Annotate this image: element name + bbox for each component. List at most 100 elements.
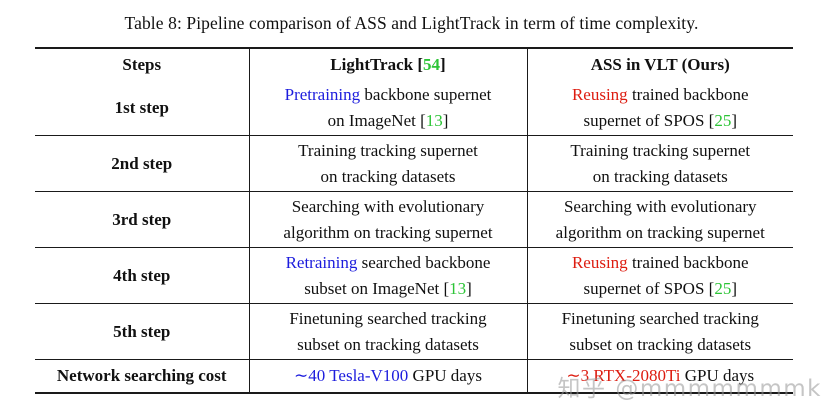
text-segment: GPU days [680,366,755,385]
cell-line: Pretraining backbone supernet [254,82,523,108]
cell-line: subset on tracking datasets [254,332,523,358]
green-text-segment: 25 [714,278,732,298]
header-cell-2: ASS in VLT (Ours) [526,48,793,80]
cell-line: algorithm on tracking supernet [254,220,523,246]
step-cell: 3rd step [35,191,249,248]
table-row: 1st step Pretraining backbone supernet on … [35,80,793,136]
header-cell-1: LightTrack [54] [248,48,527,80]
text-segment: supernet of SPOS [ [583,110,715,130]
blue-text-segment: Retraining [285,252,358,272]
table-row: Network searching cost ∼40 Tesla-V100 GPU… [35,359,793,393]
text-segment: trained backbone [627,84,749,104]
table-row: 3rd step Searching with evolutionary algor… [35,191,793,248]
blue-text-segment: ∼40 Tesla-V100 [294,366,409,385]
green-text-segment: 54 [423,54,441,74]
ass-vlt-cell: Reusing trained backbone supernet of SPOS… [526,80,793,136]
text-segment: ] [442,110,449,130]
step-cell: 1st step [35,80,249,136]
table-caption: Table 8: Pipeline comparison of ASS and … [124,13,699,33]
text-segment: subset on ImageNet [ [304,278,450,298]
text-segment: ] [440,54,446,74]
lighttrack-cell: ∼40 Tesla-V100 GPU days [248,359,527,393]
cell-line: Finetuning searched tracking [254,306,523,332]
text-segment: ] [731,278,737,298]
text-segment: (Ours) [677,54,730,74]
text-segment: Searching with evolutionary [563,196,757,216]
zhihu-watermark: 知乎 @mmmmmmmk [557,376,822,402]
step-cell: 5th step [35,303,249,360]
text-segment: algorithm on tracking supernet [283,222,493,242]
text-segment: on ImageNet [ [327,110,426,130]
cell-line: Searching with evolutionary [254,194,523,220]
text-segment: Finetuning searched tracking [289,308,487,328]
ass-vlt-cell: Finetuning searched tracking subset on tr… [526,303,793,360]
cell-line: Retraining searched backbone [254,250,523,276]
red-text-segment: Reusing [571,84,628,104]
ass-vlt-cell: Training tracking supernet on tracking da… [526,135,793,192]
text-segment: subset on tracking datasets [297,334,479,354]
cell-line: Training tracking supernet [254,138,523,164]
cell-line: ∼3 RTX-2080Ti GPU days [532,363,790,389]
comparison-table: Steps LightTrack [54] ASS in VLT (Ours) 1s… [35,47,793,394]
text-segment: supernet of SPOS [ [583,278,715,298]
text-segment: searched backbone [357,252,491,272]
cell-line: subset on tracking datasets [532,332,790,358]
text-segment: ] [731,110,737,130]
green-text-segment: 13 [449,278,467,298]
text-segment: on tracking datasets [592,166,728,186]
cell-line: Reusing trained backbone [532,250,790,276]
text-segment: Training tracking supernet [298,140,478,160]
text-segment: algorithm on tracking supernet [555,222,765,242]
text-segment: Finetuning searched tracking [561,308,759,328]
lighttrack-cell: Finetuning searched tracking subset on tr… [248,303,527,360]
cell-line: LightTrack [54] [254,52,523,78]
table-body: 1st step Pretraining backbone supernet on … [35,80,793,393]
cell-line: ∼40 Tesla-V100 GPU days [254,363,523,389]
table-row: 4th step Retraining searched backbone subs… [35,247,793,304]
text-segment: on tracking datasets [320,166,456,186]
lighttrack-cell: Retraining searched backbone subset on Im… [248,247,527,304]
cell-line: on tracking datasets [532,164,790,190]
cell-line: Finetuning searched tracking [532,306,790,332]
cell-line: supernet of SPOS [25] [532,108,790,134]
table-row: 2nd step Training tracking supernet on tra… [35,135,793,192]
ass-vlt-cell: Reusing trained backbone supernet of SPOS… [526,247,793,304]
cell-line: subset on ImageNet [13] [254,276,523,302]
cell-line: ASS in VLT (Ours) [532,52,790,78]
text-segment: Training tracking supernet [570,140,751,160]
text-segment: Searching with evolutionary [291,196,485,216]
green-text-segment: 13 [425,110,443,130]
blue-text-segment: Pretraining [284,84,361,104]
lighttrack-cell: Searching with evolutionary algorithm on … [248,191,527,248]
step-cell: 4th step [35,247,249,304]
cell-line: algorithm on tracking supernet [532,220,790,246]
table-row: 5th step Finetuning searched tracking subs… [35,303,793,360]
cell-line: supernet of SPOS [25] [532,276,790,302]
red-text-segment: ∼3 RTX-2080Ti [566,366,681,385]
ass-vlt-cell: Searching with evolutionary algorithm on … [526,191,793,248]
text-segment: backbone supernet [360,84,492,104]
header-cell-0: Steps [35,48,249,80]
text-segment: subset on tracking datasets [569,334,752,354]
red-text-segment: Reusing [571,252,628,272]
lighttrack-cell: Training tracking supernet on tracking da… [248,135,527,192]
table-header-row: Steps LightTrack [54] ASS in VLT (Ours) [35,48,793,80]
text-segment: ASS in VLT [590,54,678,74]
step-cell: 2nd step [35,135,249,192]
step-cell: Network searching cost [56,366,227,385]
lighttrack-cell: Pretraining backbone supernet on ImageNet… [248,80,527,136]
text-segment: Steps [122,54,162,74]
text-segment: trained backbone [627,252,749,272]
ass-vlt-cell: ∼3 RTX-2080Ti GPU days [526,359,793,393]
cell-line: Searching with evolutionary [532,194,790,220]
text-segment: GPU days [408,366,482,385]
table-row-header: Steps LightTrack [54] ASS in VLT (Ours) [35,48,793,80]
cell-line: Training tracking supernet [532,138,790,164]
cell-line: Steps [39,52,245,78]
green-text-segment: 25 [714,110,732,130]
cell-line: on tracking datasets [254,164,523,190]
text-segment: ] [466,278,472,298]
text-segment: LightTrack [ [330,54,424,74]
cell-line: on ImageNet [13] [254,108,523,134]
cell-line: Reusing trained backbone [532,82,790,108]
